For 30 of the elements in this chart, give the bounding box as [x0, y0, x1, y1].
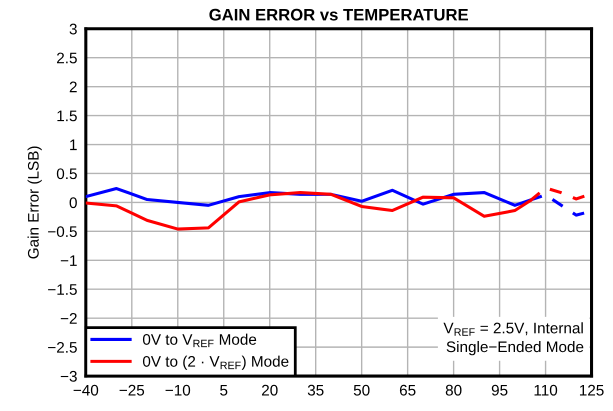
y-tick-label: 0: [70, 197, 77, 208]
x-tick-label: 125: [580, 384, 604, 396]
y-tick-label: 1.5: [57, 110, 77, 122]
y-tick-label: 2: [70, 82, 77, 92]
x-tick-label: 50: [354, 384, 370, 396]
y-tick-label: −3: [60, 370, 77, 382]
y-tick-label: −0.5: [48, 226, 77, 238]
chart-title: GAIN ERROR vs TEMPERATURE: [209, 8, 468, 21]
x-tick-label: −25: [120, 384, 144, 396]
x-tick-label: −40: [74, 384, 98, 396]
x-tick-label: 65: [400, 384, 416, 396]
y-axis-title: Gain Error (LSB): [28, 146, 42, 259]
x-tick-label: 80: [446, 384, 462, 396]
legend-label: 0V to (2 · V$_{REF}$) Mode: [142, 356, 288, 370]
y-tick-label: 3: [70, 24, 77, 34]
x-tick-label: −10: [166, 384, 190, 396]
x-tick-label: 95: [492, 384, 508, 396]
y-tick-label: −2: [60, 313, 77, 324]
y-tick-label: 2.5: [57, 52, 77, 64]
y-tick-label: 0.5: [56, 168, 77, 180]
y-tick-label: −1: [60, 255, 77, 266]
legend-label: 0V to V$_{REF}$ Mode: [142, 334, 256, 348]
x-tick-label: 110: [534, 384, 558, 396]
x-tick-label: 20: [262, 384, 278, 396]
y-tick-label: 1: [70, 140, 77, 150]
x-tick-label: 35: [308, 384, 324, 396]
x-tick-label: 5: [220, 384, 228, 396]
annotation: V$_{REF}$ = 2.5V, Internal Single−Ended Mode: [443, 322, 584, 356]
y-tick-label: −2.5: [48, 342, 77, 353]
y-tick-label: −1.5: [48, 284, 77, 295]
